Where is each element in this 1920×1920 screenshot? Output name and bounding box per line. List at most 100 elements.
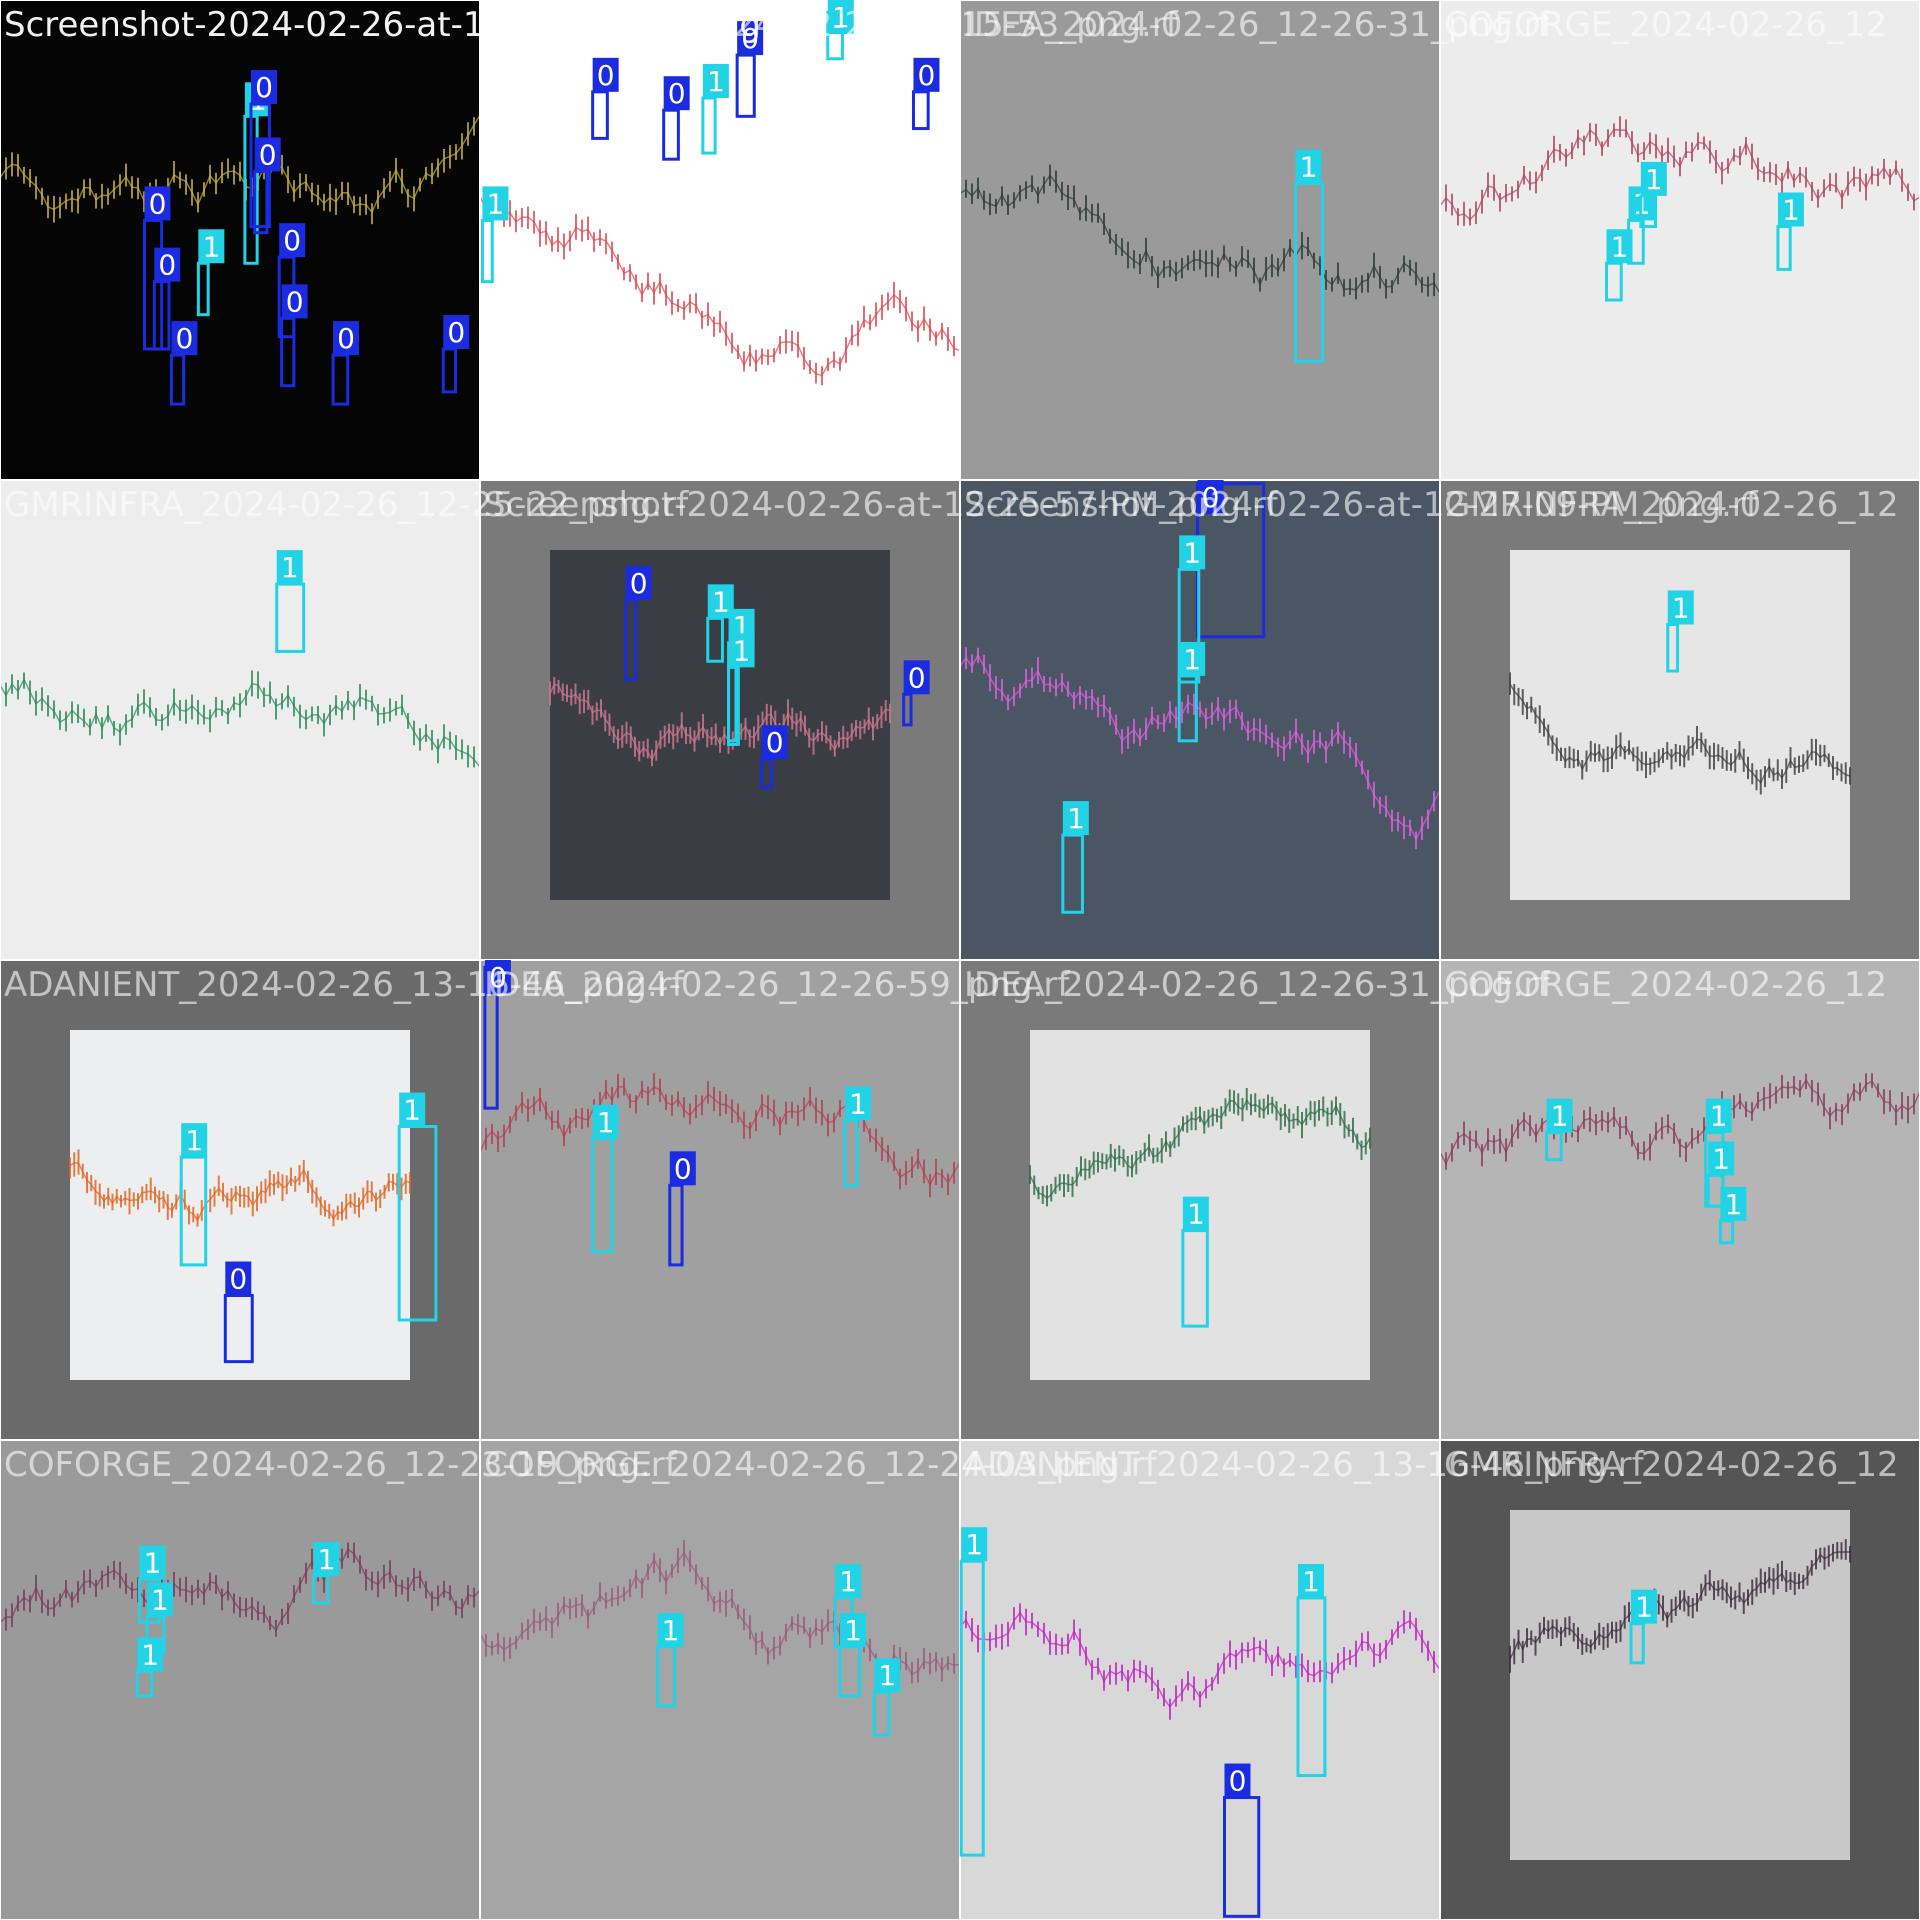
class-label: 1 (849, 1087, 867, 1120)
class-label-bg (874, 1658, 901, 1693)
price-line (1509, 683, 1851, 785)
tile-image (959, 1439, 1441, 1920)
class-label-bg (1640, 161, 1667, 196)
price-line (479, 195, 961, 377)
tile-image (0, 0, 481, 481)
class-label: 0 (176, 322, 194, 355)
class-label: 0 (741, 22, 759, 55)
image-filename: Screenshot-2024-02-26-at-12-27-09-PM_png… (964, 485, 1759, 525)
class-label: 1 (844, 1614, 862, 1647)
class-label: 0 (286, 285, 304, 318)
tile-border (1439, 1439, 1920, 1920)
class-label-bg (144, 186, 171, 221)
class-label: 0 (149, 187, 167, 220)
image-filename: GMRINFRA_2024-02-26_12-25-22_png.rf (4, 485, 689, 525)
image-filename: COFORGE_2024-02-26_12 (1444, 965, 1887, 1005)
class-label-bg (279, 223, 306, 258)
class-label: 1 (832, 1, 850, 34)
class-label-bg (702, 63, 729, 98)
class-label-bg (1062, 801, 1089, 836)
price-line (1439, 1078, 1920, 1166)
class-label-bg (1179, 535, 1206, 570)
price-line (1439, 128, 1920, 221)
price-line (959, 174, 1441, 294)
class-label-bg (728, 633, 755, 668)
class-label: 1 (1672, 591, 1690, 624)
class-label: 0 (1202, 481, 1220, 514)
class-label: 1 (1067, 802, 1085, 835)
class-label-bg (663, 76, 690, 111)
class-label: 1 (1300, 151, 1318, 184)
price-line (959, 1611, 1441, 1709)
price-line (479, 1086, 961, 1187)
image-filename: GMRINFRA_2024-02-26_12 (1444, 1445, 1899, 1485)
image-filename: Screenshot-2024-02-26-at-12-25-57-PM_png… (484, 485, 1279, 525)
image-filename: IDEA_2024-02-26_12-26-31_png.rf (964, 5, 1550, 45)
price-line (0, 1548, 481, 1632)
class-label: 0 (1229, 1765, 1247, 1798)
class-label-bg (251, 70, 278, 105)
class-label-bg (484, 960, 511, 994)
class-label: 1 (1635, 1591, 1653, 1624)
class-label: 0 (489, 961, 507, 994)
class-label: 0 (766, 726, 784, 759)
class-label: 1 (1712, 1143, 1730, 1176)
class-label-bg (840, 1612, 866, 1647)
tile-background (960, 0, 1440, 480)
tile-image (0, 959, 481, 1441)
class-label-bg (313, 1541, 340, 1576)
class-label-bg (1705, 1098, 1732, 1133)
class-label: 0 (668, 77, 686, 110)
class-label-bg (903, 660, 930, 695)
class-label: 1 (1302, 1565, 1320, 1598)
class-label: 1 (1710, 1100, 1728, 1133)
class-label-bg (154, 247, 181, 282)
tile-image (0, 479, 481, 961)
class-label-bg (1224, 1763, 1251, 1798)
class-label: 1 (318, 1543, 336, 1576)
class-label: 1 (1724, 1188, 1742, 1221)
tile-background (1440, 960, 1920, 1440)
class-label: 1 (144, 1547, 162, 1580)
class-label: 1 (1611, 230, 1629, 263)
class-label-bg (146, 1582, 173, 1617)
class-label-bg (961, 1527, 988, 1562)
class-label-bg (1667, 590, 1694, 625)
class-label: 1 (403, 1094, 421, 1127)
class-label: 1 (1183, 643, 1201, 676)
class-label-bg (1777, 192, 1804, 227)
image-filename: IDEA_2024-02-26_12-26-31_png.rf (964, 965, 1550, 1005)
tile-image (479, 959, 961, 1441)
class-label: 1 (487, 187, 505, 220)
class-label-bg (835, 1563, 862, 1598)
class-label: 0 (918, 59, 936, 92)
tile-image (959, 0, 1441, 481)
class-label-bg (625, 566, 652, 600)
class-label-bg (171, 321, 198, 356)
image-filename: ADANIENT_2024-02-26_13-16-46_png.rf (964, 1445, 1645, 1485)
tile-background (0, 1440, 480, 1920)
class-label-bg (281, 284, 308, 319)
tile-background (0, 480, 480, 960)
class-label-bg (333, 321, 360, 356)
image-filename: ADANIENT_2024-02-26_13-16-46_png.rf (4, 965, 685, 1005)
image-filename: COFORGE_2024-02-26_12-24-03_png.rf (484, 1445, 1158, 1485)
tile-background (960, 1440, 1440, 1920)
class-label-bg (225, 1261, 252, 1296)
image-filename: GMRINFRA_2024-02-26_12 (1444, 485, 1899, 525)
class-label-bg (761, 725, 788, 760)
class-label-bg (1631, 1589, 1658, 1624)
class-label: 0 (158, 249, 176, 282)
image-filename: HDFCBANK_2024-02-26_13-15-53_png.rf (484, 5, 1179, 45)
class-label-bg (592, 1104, 619, 1139)
class-label-bg (137, 1637, 164, 1672)
class-label: 0 (283, 224, 301, 257)
class-label: 0 (255, 71, 273, 104)
class-label: 1 (707, 65, 725, 98)
class-label-bg (1295, 149, 1322, 184)
class-label: 1 (151, 1583, 169, 1616)
class-label: 1 (1782, 194, 1800, 227)
class-label: 0 (447, 316, 465, 349)
class-label-bg (1708, 1141, 1735, 1176)
